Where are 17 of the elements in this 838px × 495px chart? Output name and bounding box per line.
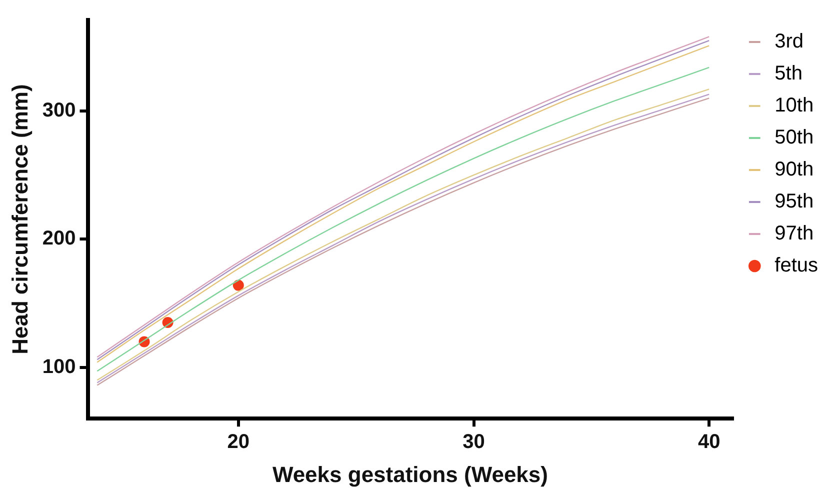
y-axis-title: Head circumference (mm) [7,84,32,354]
y-tick-label: 200 [42,228,76,250]
legend-label: 50th [774,126,814,149]
legend-label: fetus [774,254,818,277]
legend-label: 5th [774,62,802,85]
legend-label: 10th [774,94,814,117]
x-tick-label: 30 [462,431,485,454]
legend-label: 3rd [774,30,804,53]
x-axis-title: Weeks gestations (Weeks) [272,462,548,487]
x-tick-label: 40 [698,431,720,454]
legend-label: 97th [774,222,814,245]
legend-label: 95th [774,190,814,213]
y-tick-label: 300 [42,100,76,122]
x-tick-label: 20 [227,431,250,454]
point [232,280,244,291]
legend-label: 90th [774,158,814,181]
y-tick-label: 100 [42,356,76,378]
